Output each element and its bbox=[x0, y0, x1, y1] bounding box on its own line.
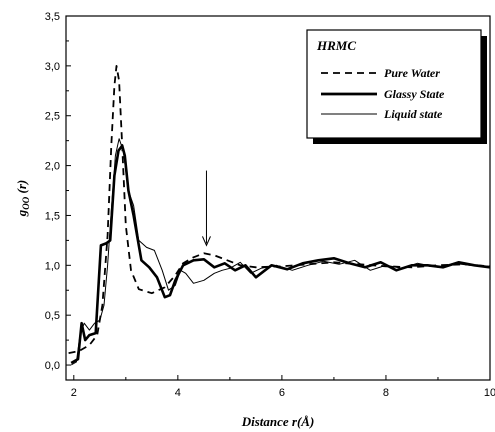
series-line-glassy-state bbox=[70, 144, 491, 365]
annotation-arrow bbox=[202, 170, 211, 247]
y-tick-label: 2,5 bbox=[45, 111, 60, 123]
x-axis-ticks: 2 4 6 8 10 bbox=[71, 375, 495, 399]
series-line-liquid-state bbox=[70, 138, 491, 366]
y-axis-label-tail: (r) bbox=[14, 180, 29, 197]
arrow-head bbox=[202, 236, 211, 247]
y-axis-ticks: 0,0 0,5 1,0 1,5 2,0 2,5 3,0 3,5 bbox=[45, 11, 71, 372]
x-tick-label: 10 bbox=[484, 387, 495, 399]
y-tick-label: 1,0 bbox=[45, 260, 60, 272]
legend-box bbox=[306, 29, 482, 139]
y-axis-label-main: g bbox=[14, 209, 29, 217]
series-layer bbox=[68, 65, 491, 366]
x-axis-label: Distance r(Å) bbox=[241, 414, 315, 429]
plot-frame bbox=[65, 15, 491, 381]
y-tick-label: 0,0 bbox=[45, 360, 60, 372]
y-tick-label: 3,5 bbox=[45, 11, 60, 23]
y-tick-label: 2,0 bbox=[45, 161, 60, 173]
x-tick-label: 6 bbox=[279, 387, 285, 399]
x-tick-label: 2 bbox=[71, 387, 77, 399]
y-axis-label-sub: OO bbox=[21, 196, 31, 209]
x-tick-label: 8 bbox=[383, 387, 389, 399]
x-tick-label: 4 bbox=[175, 387, 181, 399]
legend-title: HRMC bbox=[316, 38, 356, 53]
y-axis-label: gOO (r) bbox=[14, 180, 31, 217]
legend-label-pure-water: Pure Water bbox=[384, 66, 440, 80]
y-tick-label: 1,5 bbox=[45, 210, 60, 222]
svg-text:gOO (r): gOO (r) bbox=[14, 180, 31, 217]
y-tick-label: 0,5 bbox=[45, 310, 60, 322]
legend: HRMC Pure Water Glassy State Liquid stat… bbox=[306, 29, 487, 144]
legend-label-glassy-state: Glassy State bbox=[384, 87, 445, 101]
legend-label-liquid-state: Liquid state bbox=[383, 107, 443, 121]
y-tick-label: 3,0 bbox=[45, 61, 60, 73]
